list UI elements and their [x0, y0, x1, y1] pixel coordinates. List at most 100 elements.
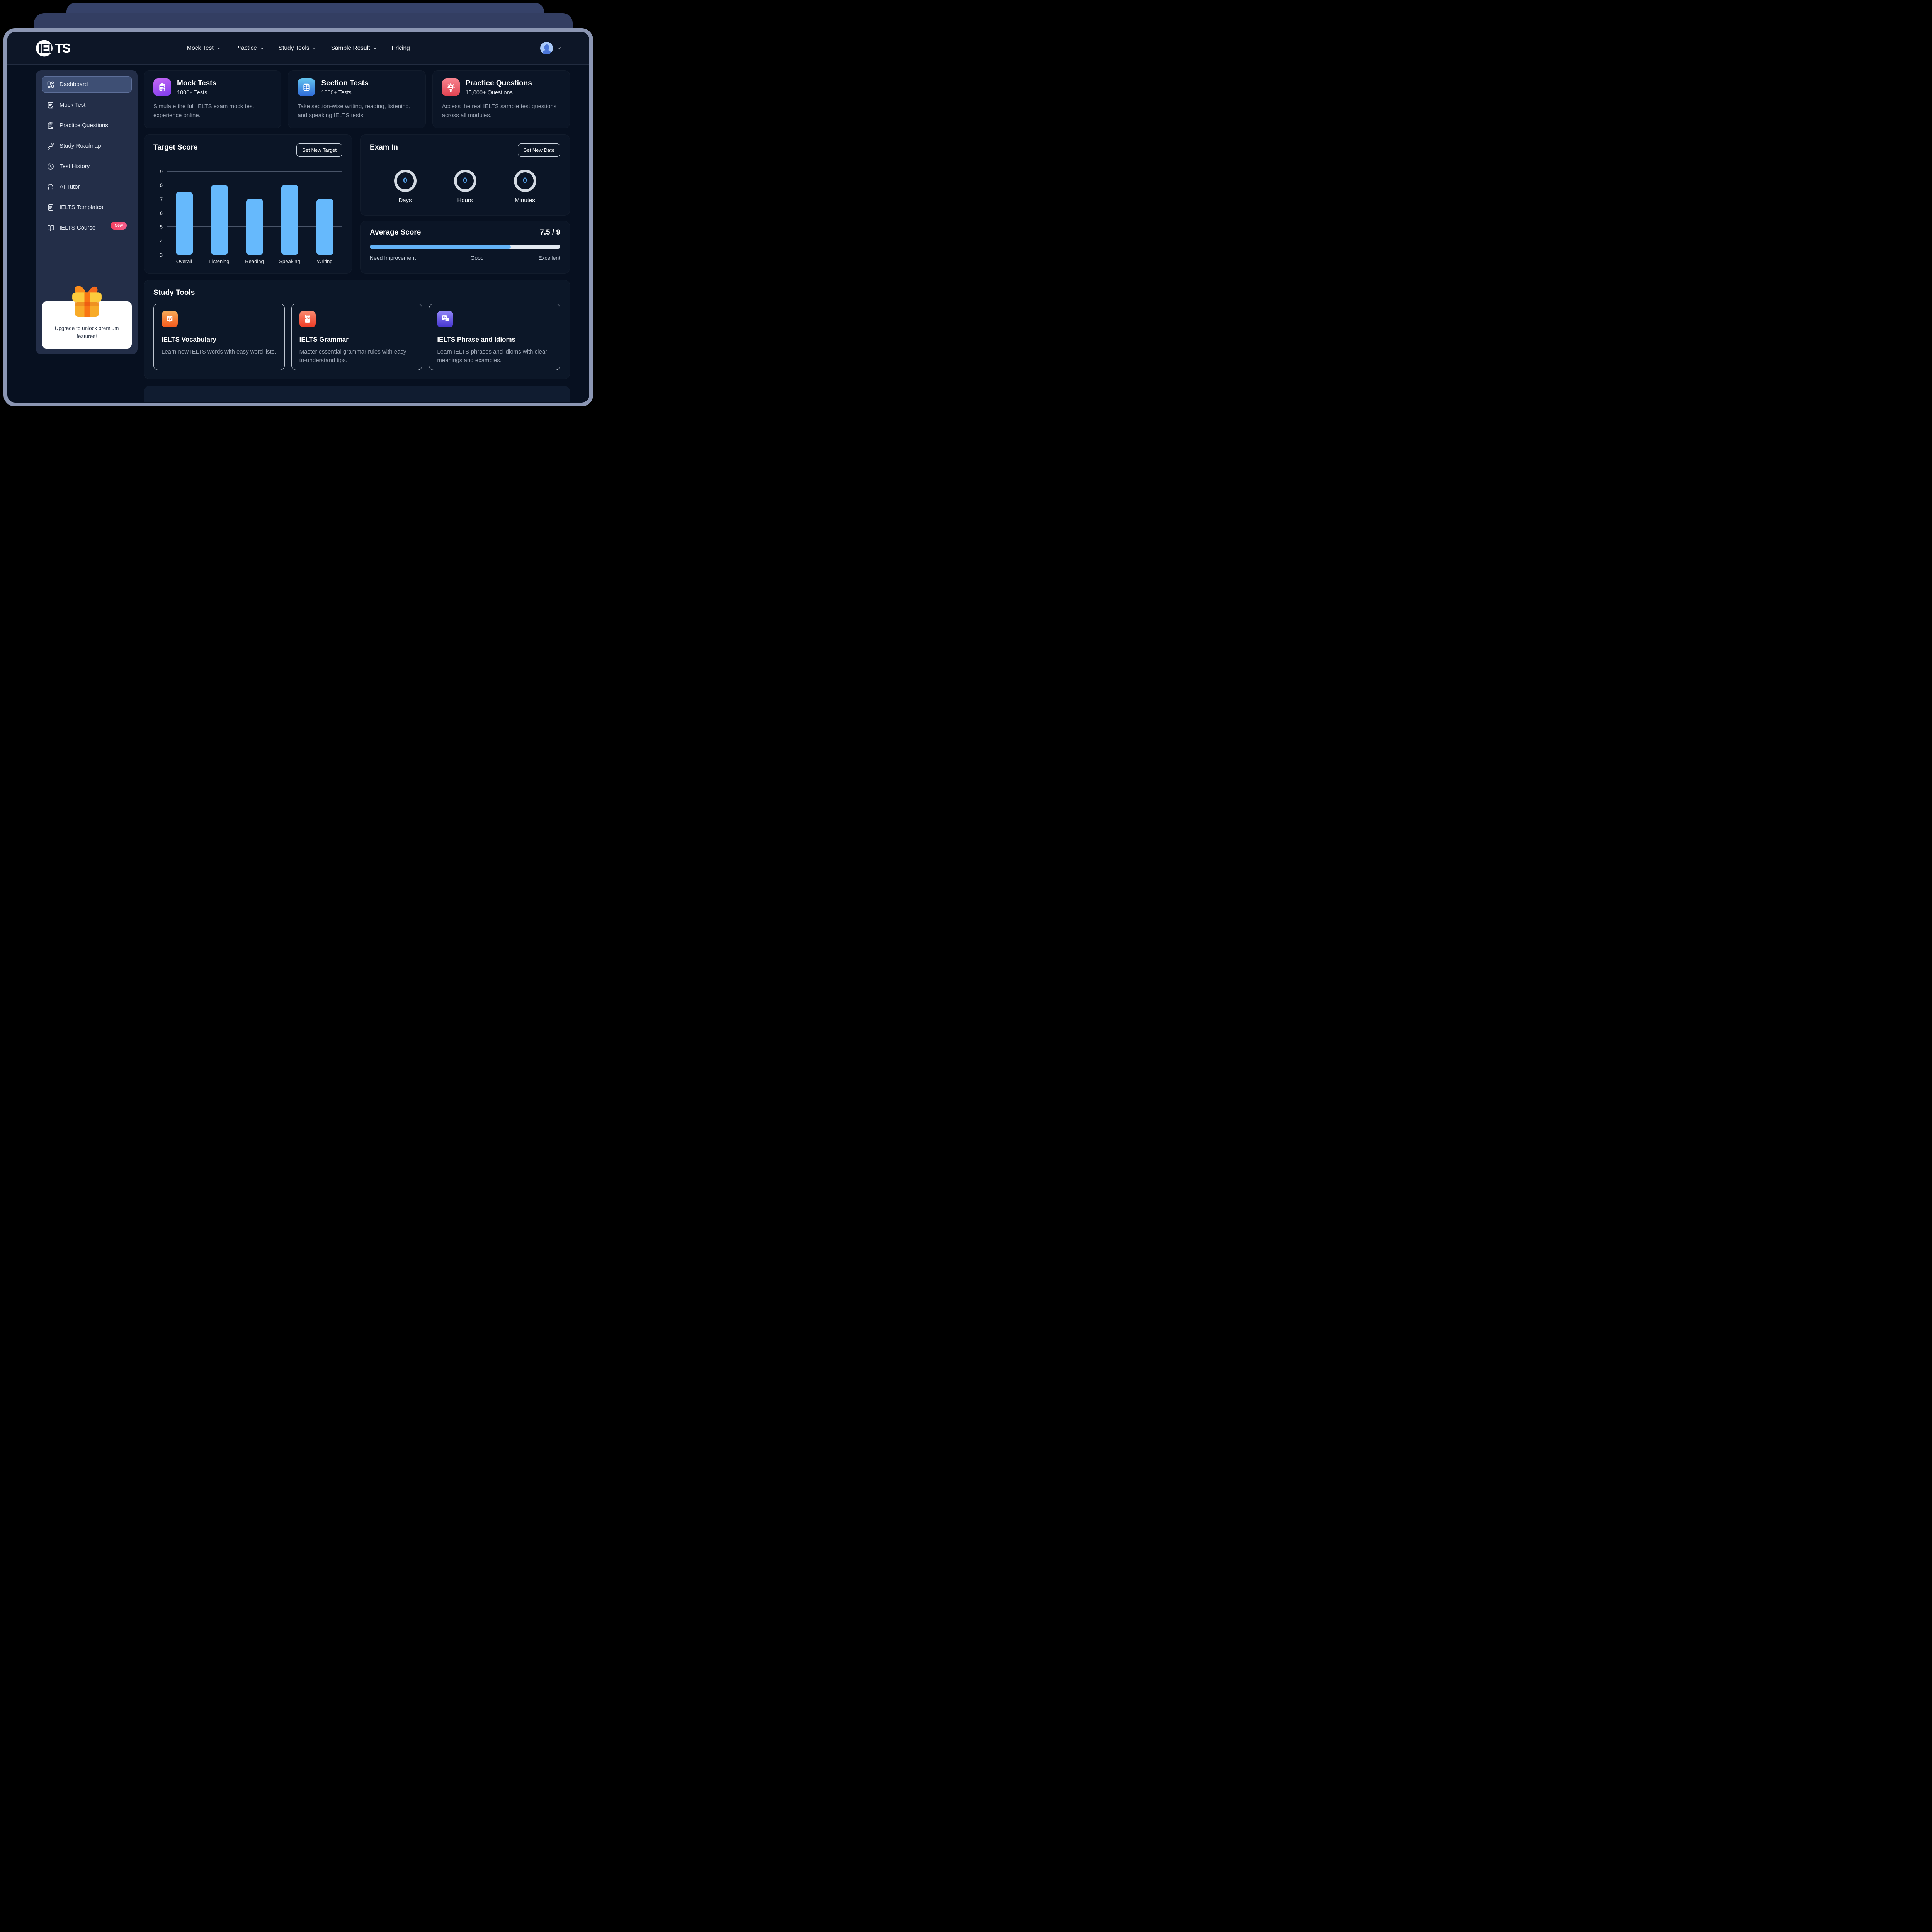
scale-label-need-improvement: Need Improvement [370, 254, 416, 261]
y-axis-tick: 4 [160, 238, 163, 244]
exam-in-title: Exam In [370, 143, 398, 151]
tool-card-ielts-grammar[interactable]: ABC IELTS Grammar Master essential gramm… [291, 303, 423, 370]
stat-cards-row: Mock Tests 1000+ Tests Simulate the full… [144, 70, 570, 128]
avatar [540, 42, 553, 54]
route-icon [48, 142, 54, 150]
chat-sparkle-icon [48, 184, 53, 190]
chevron-down-icon [313, 47, 316, 49]
stat-subtitle: 1000+ Tests [321, 89, 352, 96]
ielts-logo[interactable]: IELTS [36, 38, 82, 58]
sidebar-item-ai-tutor[interactable]: AI Tutor [42, 179, 132, 195]
bar-writing [316, 199, 333, 255]
sidebar-item-ielts-course[interactable]: IELTS Course New [42, 219, 132, 236]
average-score-card: Average Score 7.5 / 9 Need Improvement G… [360, 221, 570, 274]
countdown-days: 0 Days [394, 169, 417, 204]
set-new-target-button[interactable]: Set New Target [296, 143, 342, 157]
nav-practice[interactable]: Practice [235, 45, 264, 52]
sidebar: Dashboard Mock Test Practice Questions S… [36, 70, 138, 354]
right-column: Exam In Set New Date 0 Days 0 H [360, 134, 570, 274]
chart-plot: 9 8 7 6 5 4 3 [160, 168, 342, 258]
bar-overall [175, 192, 193, 255]
checklist-icon [298, 78, 316, 96]
stat-card-mock-tests: Mock Tests 1000+ Tests Simulate the full… [144, 70, 282, 128]
stat-card-practice-questions: Practice Questions 15,000+ Questions Acc… [432, 70, 570, 128]
sidebar-item-ielts-templates[interactable]: IELTS Templates [42, 199, 132, 216]
stat-description: Access the real IELTS sample test questi… [442, 103, 557, 119]
tool-title: IELTS Vocabulary [162, 335, 217, 343]
middle-row: Target Score Set New Target 9 8 7 6 5 4 3 Over… [144, 134, 570, 274]
scale-label-good: Good [470, 254, 484, 261]
x-axis-label: Writing [317, 258, 333, 264]
nav-mock-test[interactable]: Mock Test [187, 45, 221, 52]
chevron-down-icon [217, 47, 220, 49]
countdown-ring: 0 [394, 169, 417, 192]
bar-speaking [281, 185, 298, 255]
sidebar-item-practice-questions[interactable]: Practice Questions [42, 117, 132, 134]
average-progress-track [370, 245, 560, 249]
sidebar-item-study-roadmap[interactable]: Study Roadmap [42, 138, 132, 154]
next-section-peek-card [144, 386, 570, 402]
dashboard-grid-icon [47, 81, 54, 88]
nav-sample-result[interactable]: Sample Result [331, 45, 378, 52]
tool-title: IELTS Grammar [299, 335, 349, 343]
gift-icon [72, 286, 102, 317]
average-score-value: 7.5 / 9 [540, 228, 560, 236]
chevron-down-icon [260, 47, 264, 49]
study-tools-title: Study Tools [153, 288, 195, 297]
x-axis-label: Overall [176, 258, 192, 264]
chevron-down-icon [373, 47, 376, 49]
nav-pricing[interactable]: Pricing [391, 44, 410, 51]
logo-text: IELTS [38, 41, 71, 55]
stat-title: Section Tests [321, 79, 369, 87]
countdown-ring: 0 [454, 169, 476, 192]
stat-card-section-tests: Section Tests 1000+ Tests Take section-w… [288, 70, 426, 128]
svg-text:文: 文 [167, 317, 170, 320]
scale-label-excellent: Excellent [538, 254, 560, 261]
app-window: IELTS Mock Test Practice Study Tools Sam… [3, 28, 593, 406]
nav-study-tools[interactable]: Study Tools [279, 45, 317, 52]
stat-title: Mock Tests [177, 79, 217, 87]
target-score-card: Target Score Set New Target 9 8 7 6 5 4 3 Over… [144, 134, 352, 274]
top-navbar: IELTS Mock Test Practice Study Tools Sam… [7, 32, 589, 65]
account-menu[interactable] [540, 32, 562, 64]
stat-description: Take section-wise writing, reading, list… [298, 103, 411, 119]
svg-text:EN: EN [443, 316, 446, 319]
main-nav: Mock Test Practice Study Tools Sample Re… [187, 32, 410, 64]
body-layout: Dashboard Mock Test Practice Questions S… [7, 65, 589, 402]
x-axis-label: Listening [209, 258, 230, 264]
svg-text:A: A [170, 317, 172, 320]
y-axis-tick: 6 [160, 210, 163, 216]
chat-en-icon: EN [437, 311, 454, 327]
svg-text:ABC: ABC [305, 318, 310, 320]
tool-description: Master essential grammar rules with easy… [299, 348, 408, 364]
y-axis-tick: 9 [160, 168, 163, 174]
clipboard-pen-icon [48, 122, 53, 129]
sidebar-item-dashboard[interactable]: Dashboard [42, 76, 132, 93]
tool-description: Learn IELTS phrases and idioms with clea… [437, 348, 548, 364]
book-open-icon [48, 225, 54, 231]
clock-history-icon [48, 163, 54, 170]
y-axis-tick: 3 [160, 252, 163, 258]
target-score-title: Target Score [153, 143, 198, 151]
tool-description: Learn new IELTS words with easy word lis… [162, 348, 276, 355]
screen: IELTS Mock Test Practice Study Tools Sam… [0, 0, 606, 422]
logo-circle [36, 40, 53, 56]
countdown-ring: 0 [514, 169, 536, 192]
stat-title: Practice Questions [465, 79, 532, 87]
file-lines-icon [48, 204, 53, 211]
chevron-down-icon [558, 47, 561, 49]
average-score-title: Average Score [370, 228, 421, 236]
tool-card-ielts-phrase-idioms[interactable]: EN IELTS Phrase and Idioms Learn IELTS p… [429, 303, 560, 370]
upgrade-promo[interactable]: Upgrade to unlock premium features! [42, 281, 132, 349]
sidebar-item-mock-test[interactable]: Mock Test [42, 97, 132, 113]
bar-reading [246, 199, 263, 255]
set-new-date-button[interactable]: Set New Date [517, 143, 560, 157]
clipboard-check-icon [153, 78, 171, 96]
x-axis-label: Speaking [279, 258, 300, 264]
sidebar-item-test-history[interactable]: Test History [42, 158, 132, 175]
y-axis-tick: 8 [160, 182, 163, 188]
countdown-hours: 0 Hours [454, 169, 476, 204]
